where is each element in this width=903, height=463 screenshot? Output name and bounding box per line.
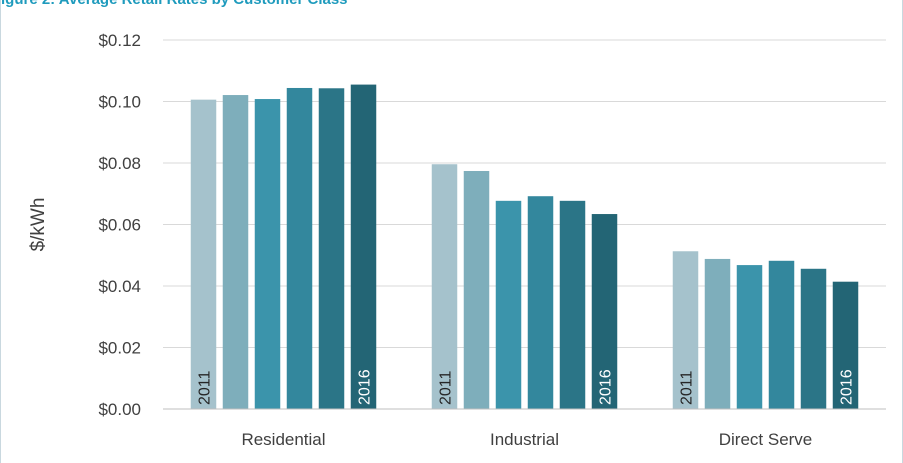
- bar-year-label: 2011: [438, 370, 455, 405]
- bar-year-label: 2016: [839, 369, 856, 405]
- x-category-label: Industrial: [490, 430, 559, 449]
- x-category-label: Residential: [241, 430, 325, 449]
- y-tick-label: $0.00: [98, 400, 141, 419]
- bar-direct-serve-2015: [800, 268, 827, 409]
- bar-year-label: 2016: [598, 369, 615, 405]
- y-axis-ticks: $0.00 $0.02 $0.04 $0.06 $0.08 $0.10 $0.12: [98, 31, 141, 419]
- bar-residential-2014: [286, 87, 313, 409]
- bar-year-label: 2011: [679, 370, 696, 405]
- x-axis-categories: Residential Industrial Direct Serve: [241, 430, 812, 449]
- y-tick-label: $0.08: [98, 154, 141, 173]
- bar-residential-2015: [318, 88, 345, 409]
- bar-direct-serve-2016: [832, 281, 859, 409]
- bar-year-label: 2011: [197, 370, 214, 405]
- bar-residential-2016: [350, 84, 377, 410]
- bar-direct-serve-2011: [672, 251, 699, 409]
- bar-industrial-2012: [463, 170, 490, 409]
- bar-industrial-2016: [591, 214, 618, 409]
- bar-residential-2011: [190, 99, 217, 409]
- y-tick-label: $0.12: [98, 31, 141, 50]
- bar-direct-serve-2012: [704, 258, 731, 409]
- bar-residential-2013: [254, 99, 281, 409]
- figure-title: igure 2: Average Retail Rates by Custome…: [1, 0, 348, 9]
- gridlines: [163, 39, 886, 348]
- y-tick-label: $0.04: [98, 277, 141, 296]
- x-category-label: Direct Serve: [719, 430, 813, 449]
- bar-industrial-2013: [495, 200, 522, 409]
- y-tick-label: $0.02: [98, 339, 141, 358]
- bars: [190, 84, 859, 410]
- y-tick-label: $0.06: [98, 216, 141, 235]
- bar-industrial-2015: [559, 200, 586, 409]
- bar-year-label: 2016: [357, 369, 374, 405]
- bar-industrial-2014: [527, 196, 554, 409]
- bar-residential-2012: [222, 95, 249, 409]
- y-tick-label: $0.10: [98, 93, 141, 112]
- bar-industrial-2011: [431, 164, 458, 409]
- y-axis-label: $/kWh: [28, 198, 49, 252]
- bar-direct-serve-2014: [768, 260, 795, 409]
- bar-annotations: 2011 2016 2011 2016 2011 2016: [197, 369, 856, 405]
- bar-direct-serve-2013: [736, 265, 763, 409]
